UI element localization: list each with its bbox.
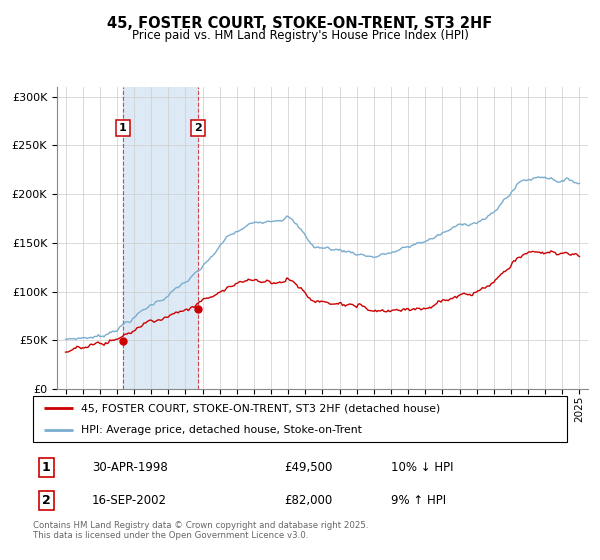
Text: 1: 1 xyxy=(119,123,127,133)
Text: 9% ↑ HPI: 9% ↑ HPI xyxy=(391,494,446,507)
Text: 45, FOSTER COURT, STOKE-ON-TRENT, ST3 2HF: 45, FOSTER COURT, STOKE-ON-TRENT, ST3 2H… xyxy=(107,16,493,31)
Text: 2: 2 xyxy=(194,123,202,133)
Text: £49,500: £49,500 xyxy=(284,461,332,474)
Text: 16-SEP-2002: 16-SEP-2002 xyxy=(92,494,167,507)
Text: £82,000: £82,000 xyxy=(284,494,332,507)
Text: Price paid vs. HM Land Registry's House Price Index (HPI): Price paid vs. HM Land Registry's House … xyxy=(131,29,469,42)
Text: 30-APR-1998: 30-APR-1998 xyxy=(92,461,167,474)
Text: 45, FOSTER COURT, STOKE-ON-TRENT, ST3 2HF (detached house): 45, FOSTER COURT, STOKE-ON-TRENT, ST3 2H… xyxy=(81,403,440,413)
Text: 2: 2 xyxy=(42,494,51,507)
Text: HPI: Average price, detached house, Stoke-on-Trent: HPI: Average price, detached house, Stok… xyxy=(81,426,362,436)
Text: Contains HM Land Registry data © Crown copyright and database right 2025.
This d: Contains HM Land Registry data © Crown c… xyxy=(33,521,368,540)
FancyBboxPatch shape xyxy=(33,396,567,442)
Bar xyxy=(122,87,197,389)
Text: 1: 1 xyxy=(42,461,51,474)
Text: 10% ↓ HPI: 10% ↓ HPI xyxy=(391,461,453,474)
